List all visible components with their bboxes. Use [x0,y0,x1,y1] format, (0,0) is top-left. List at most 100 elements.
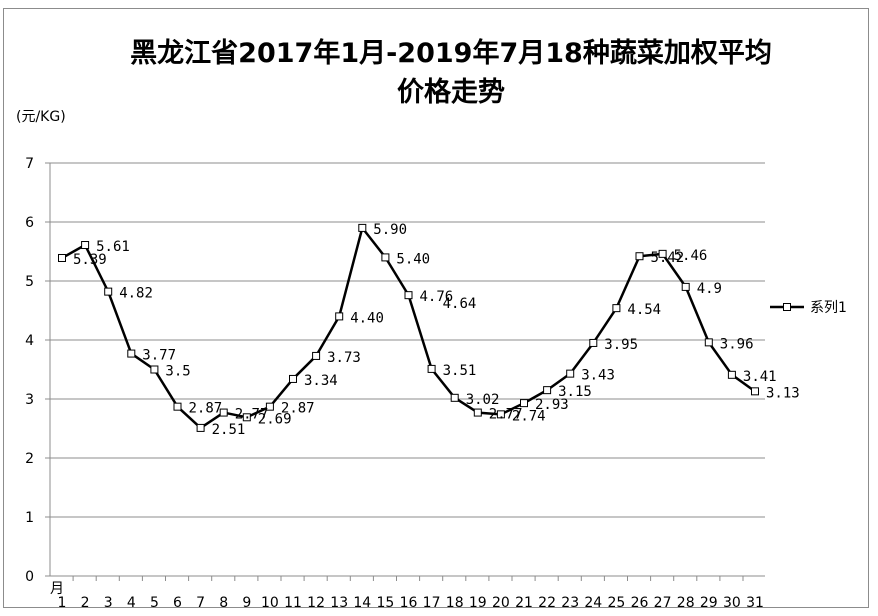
data-point-16 [404,291,413,300]
data-label-5: 3.5 [165,364,190,380]
data-point-15 [381,253,390,262]
data-label-25: 4.54 [627,302,661,318]
data-point-3 [104,287,113,296]
x-axis-label: 月 [50,581,64,597]
data-point-22 [543,386,552,395]
x-tick-label-18: 18 [446,595,464,611]
data-label-3: 4.82 [119,286,153,302]
data-point-20 [496,410,505,419]
data-label-27: 5.46 [674,248,708,264]
x-tick-label-26: 26 [631,595,649,611]
data-point-6 [173,402,182,411]
x-tick-label-3: 3 [104,595,113,611]
x-tick-label-19: 19 [469,595,487,611]
data-labels: 5.395.614.823.773.52.872.512.772.692.873… [73,222,800,438]
legend-entry-series-1: 系列1 [810,300,847,316]
data-label-4: 3.77 [142,348,176,364]
data-point-8 [219,408,228,417]
annotation-4-64: 4.64 [443,296,477,312]
x-tick-label-28: 28 [677,595,695,611]
data-label-6: 2.87 [189,401,223,417]
gridlines [50,162,765,518]
x-tick-label-9: 9 [242,595,251,611]
x-tick-label-21: 21 [515,595,533,611]
data-point-31 [751,387,759,396]
x-tick-label-6: 6 [173,595,182,611]
data-label-9: 2.69 [258,411,292,427]
y-axis-unit-label: (元/KG) [16,109,66,125]
x-tick-label-11: 11 [284,595,302,611]
x-tick-label-20: 20 [492,595,510,611]
x-tick-label-23: 23 [561,595,579,611]
data-label-20: 2.74 [512,408,546,424]
x-tick-label-14: 14 [353,595,371,611]
x-tick-label-25: 25 [607,595,625,611]
data-label-17: 3.51 [443,363,477,379]
data-label-7: 2.51 [212,422,246,438]
x-tick-label-13: 13 [330,595,348,611]
data-label-16: 4.76 [420,289,454,305]
data-label-15: 5.40 [396,251,430,267]
data-point-30 [727,370,736,379]
data-label-24: 3.95 [604,337,638,353]
data-point-18 [450,393,459,402]
data-point-27 [658,249,667,258]
data-point-9 [242,413,251,422]
data-label-12: 3.73 [327,350,361,366]
y-tick-label-1: 1 [25,510,34,526]
series-1 [58,223,759,432]
x-tick-label-8: 8 [219,595,228,611]
x-tick-label-10: 10 [261,595,279,611]
data-point-1 [58,253,66,262]
data-label-19: 2.77 [489,407,523,423]
data-label-30: 3.41 [743,369,777,385]
data-point-10 [265,402,274,411]
data-label-31: 3.13 [766,385,800,401]
data-point-28 [681,282,690,291]
x-tick-label-16: 16 [400,595,418,611]
legend: 系列1 [770,300,847,316]
data-label-29: 3.96 [720,336,754,352]
data-point-2 [81,241,90,250]
data-point-7 [196,423,205,432]
x-tick-label-22: 22 [538,595,556,611]
x-tick-label-7: 7 [196,595,205,611]
y-tick-label-3: 3 [25,392,34,408]
data-label-14: 5.90 [373,222,407,238]
x-tick-label-27: 27 [654,595,672,611]
data-label-11: 3.34 [304,373,338,389]
data-label-13: 4.40 [350,310,384,326]
x-tick-label-4: 4 [127,595,136,611]
data-point-21 [520,399,528,408]
data-label-28: 4.9 [697,281,722,297]
data-point-17 [427,364,436,373]
x-tick-label-29: 29 [700,595,718,611]
legend-point-marker [783,303,791,311]
data-point-29 [704,338,713,347]
x-tick-label-31: 31 [746,595,764,611]
data-point-24 [589,338,598,347]
x-tick-labels: 1 2 3 4 5 6 7 8 9 10 11 12 13 14 15 16 17 18 19 20 21 22 23 24 2… [58,595,764,611]
data-label-8: 2.77 [235,407,269,423]
y-tick-label-6: 6 [25,215,34,231]
x-tick-label-12: 12 [307,595,325,611]
data-label-22: 3.15 [558,384,592,400]
x-tick-label-15: 15 [376,595,394,611]
data-label-23: 3.43 [581,368,615,384]
axes [45,162,765,581]
data-label-21: 2.93 [535,397,569,413]
y-tick-labels: 0 1 2 3 4 5 6 7 [25,156,34,585]
data-label-1: 5.39 [73,252,107,268]
x-tick-label-30: 30 [723,595,741,611]
data-label-26: 5.42 [651,250,685,266]
data-point-4 [127,349,136,358]
data-point-23 [566,369,575,378]
y-tick-label-5: 5 [25,274,34,290]
data-point-5 [150,365,159,374]
x-tick-label-17: 17 [423,595,441,611]
x-tick-label-5: 5 [150,595,159,611]
y-tick-label-4: 4 [25,333,34,349]
x-tick-label-24: 24 [584,595,602,611]
data-label-18: 3.02 [466,392,500,408]
